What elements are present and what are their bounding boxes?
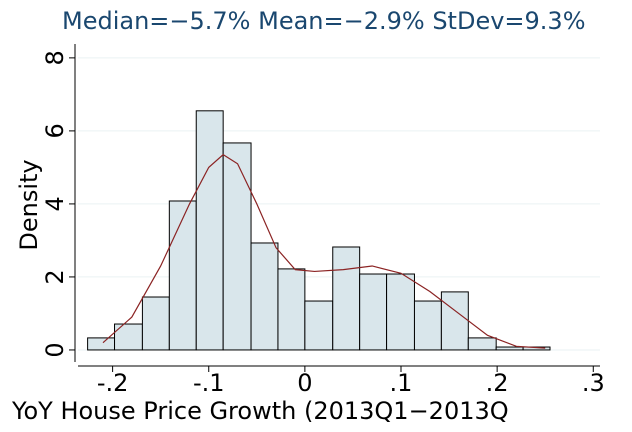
y-tick-label: 0	[41, 342, 69, 357]
bar	[467, 337, 497, 351]
bar	[386, 273, 415, 351]
bar	[87, 337, 116, 351]
bar	[250, 242, 279, 351]
chart-title: Median=−5.7% Mean=−2.9% StDev=9.3%	[62, 7, 586, 35]
density-line	[102, 153, 546, 349]
x-tick-label: 0	[297, 369, 312, 397]
y-tick-label: 8	[41, 50, 69, 65]
bar	[195, 110, 224, 351]
x-tick-label: .3	[582, 369, 605, 397]
y-tick-label: 6	[41, 123, 69, 138]
bar	[141, 296, 170, 351]
bar	[304, 300, 334, 351]
x-tick-label: -.2	[97, 369, 129, 397]
y-tick-label: 4	[41, 196, 69, 211]
bar	[440, 291, 469, 351]
bar	[495, 346, 524, 351]
x-tick-label: -.1	[193, 369, 225, 397]
bar	[332, 246, 361, 351]
y-axis-title: Density	[15, 159, 43, 250]
bar	[114, 323, 143, 351]
x-tick-label: .2	[486, 369, 509, 397]
bar	[359, 273, 388, 351]
bar	[222, 142, 252, 351]
y-tick-label: 2	[41, 269, 69, 284]
bar	[168, 200, 197, 351]
x-axis-title: YoY House Price Growth (2013Q1−2013Q	[11, 397, 509, 425]
bar	[277, 268, 306, 351]
x-tick-label: .1	[390, 369, 413, 397]
bar	[413, 300, 442, 351]
